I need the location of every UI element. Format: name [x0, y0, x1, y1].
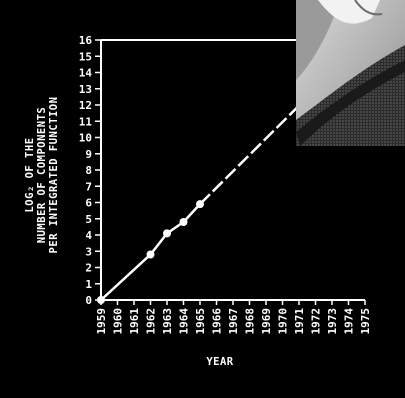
x-tick-label: 1959	[95, 308, 108, 335]
y-tick-label: 10	[79, 132, 92, 145]
y-tick-label: 1	[85, 278, 92, 291]
x-tick-label: 1971	[293, 308, 306, 335]
x-tick-label: 1960	[112, 308, 125, 335]
y-tick-label: 4	[85, 229, 92, 242]
x-tick-label: 1969	[260, 308, 273, 335]
y-tick-label: 15	[79, 50, 92, 63]
y-axis-label: LOG₂ OF THE NUMBER OF COMPONENTS PER INT…	[24, 97, 60, 254]
y-tick-label: 16	[79, 34, 93, 47]
y-tick-label: 9	[85, 148, 92, 161]
x-tick-label: 1967	[227, 308, 240, 335]
y-tick-label: 6	[85, 197, 92, 210]
y-tick-label: 0	[85, 294, 92, 307]
y-tick-label: 14	[79, 67, 93, 80]
y-tick-label: 5	[85, 213, 92, 226]
x-axis-label: YEAR	[206, 356, 233, 368]
y-tick-label: 12	[79, 99, 92, 112]
y-tick-label: 13	[79, 83, 92, 96]
x-tick-label: 1963	[161, 308, 174, 335]
x-tick-label: 1966	[211, 308, 224, 335]
data-point	[163, 229, 171, 238]
data-point	[97, 296, 105, 304]
y-tick-label: 11	[79, 115, 93, 128]
x-tick-label: 1973	[326, 308, 339, 335]
y-axis-label-line-2: NUMBER OF COMPONENTS	[36, 107, 48, 243]
x-tick-label: 1962	[145, 308, 158, 335]
x-tick-label: 1974	[343, 308, 356, 335]
x-tick-label: 1965	[194, 308, 207, 335]
y-axis-label-line-1: LOG₂ OF THE	[24, 137, 36, 212]
data-point	[179, 218, 188, 226]
x-tick-label: 1961	[128, 308, 141, 335]
y-axis-label-line-3: PER INTEGRATED FUNCTION	[48, 97, 60, 254]
data-point	[146, 250, 155, 259]
y-tick-label: 3	[85, 245, 92, 258]
x-tick-label: 1968	[244, 308, 257, 335]
y-tick-label: 2	[85, 262, 92, 275]
y-tick-label: 8	[85, 164, 92, 177]
y-tick-label: 7	[85, 180, 92, 193]
x-tick-label: 1975	[359, 308, 372, 335]
x-tick-label: 1972	[310, 308, 323, 335]
x-tick-labels: 1959 1960 1961 1962 1963 1964 1965 1966 1967 1968…	[95, 300, 372, 335]
x-tick-label: 1964	[178, 308, 191, 335]
photo-inset	[296, 0, 405, 146]
x-tick-label: 1970	[277, 308, 290, 335]
